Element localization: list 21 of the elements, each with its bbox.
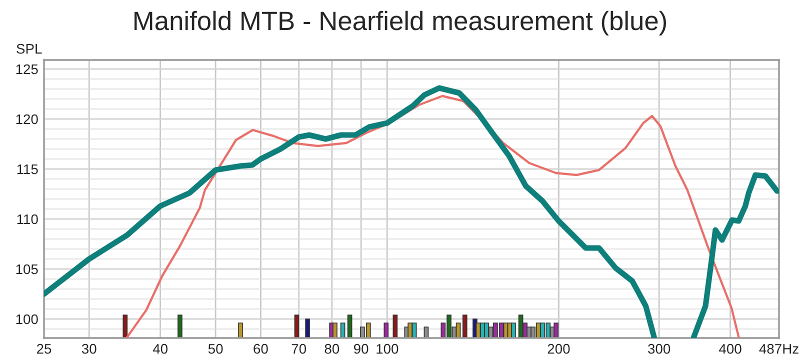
y-tick-label: 125 bbox=[16, 64, 38, 74]
x-tick-label: 25 bbox=[36, 344, 52, 354]
x-tick-label: 50 bbox=[208, 344, 223, 354]
x-tick-label: 487Hz bbox=[759, 344, 798, 354]
y-tick-label: 105 bbox=[16, 264, 38, 274]
x-tick-label: 40 bbox=[152, 344, 168, 354]
y-tick-label: 110 bbox=[17, 214, 38, 224]
x-tick-label: 80 bbox=[324, 344, 340, 354]
x-tick-label: 300 bbox=[648, 344, 670, 354]
y-tick-label: 115 bbox=[17, 164, 38, 174]
x-tick-label: 30 bbox=[82, 344, 96, 354]
y-tick-label: 100 bbox=[16, 314, 38, 324]
x-tick-label: 90 bbox=[354, 344, 368, 354]
x-tick-label: 100 bbox=[376, 344, 398, 354]
y-tick-label: 120 bbox=[16, 114, 38, 124]
y-axis-title: SPL bbox=[16, 44, 42, 54]
chart-title: Manifold MTB - Nearfield measurement (blue) bbox=[134, 10, 666, 36]
x-tick-label: 200 bbox=[548, 344, 570, 354]
x-tick-label: 400 bbox=[719, 344, 742, 354]
x-tick-label: 70 bbox=[292, 344, 306, 354]
x-tick-label: 60 bbox=[254, 344, 268, 354]
